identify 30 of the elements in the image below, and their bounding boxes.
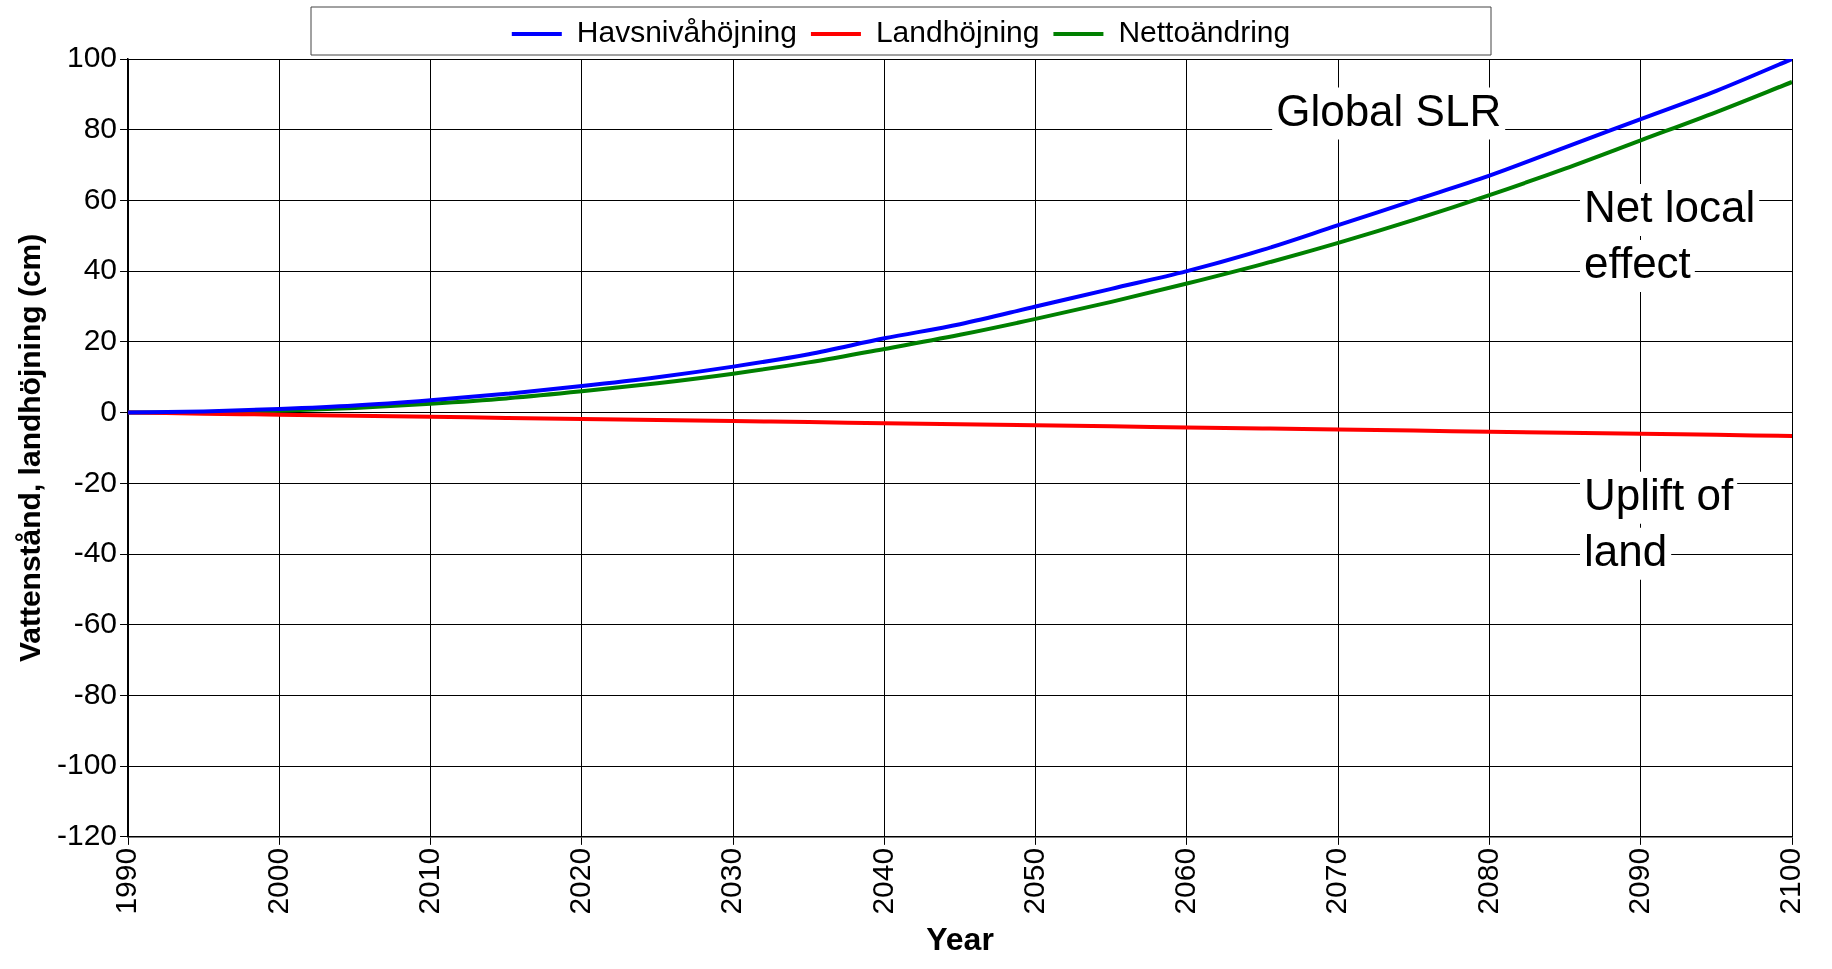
x-tick-label: 2000: [260, 847, 294, 915]
y-tick-label: -80: [73, 676, 118, 710]
legend-label: Nettoändring: [1118, 15, 1291, 49]
x-tick-label: 2020: [563, 847, 597, 915]
x-axis-title: Year: [926, 920, 994, 957]
y-tick-label: -100: [57, 747, 118, 781]
y-axis-title: Vattenstånd, landhöjning (cm): [13, 233, 47, 663]
y-tick-label: -20: [73, 464, 118, 498]
x-tick-label: 2070: [1319, 847, 1353, 915]
y-tick-label: 40: [83, 252, 118, 286]
y-tick-label: 80: [83, 110, 118, 144]
annotation: Global SLR: [1276, 85, 1502, 135]
x-tick-label: 2050: [1016, 847, 1050, 915]
annotation: Uplift of land: [1584, 469, 1734, 575]
y-tick-label: -60: [73, 605, 118, 639]
annotation: Net local effect: [1584, 182, 1756, 288]
y-tick-label: 0: [100, 393, 118, 427]
y-tick-label: 20: [83, 323, 118, 357]
x-tick-label: 2060: [1168, 847, 1202, 915]
y-tick-label: 100: [66, 40, 118, 74]
x-tick-label: 2090: [1622, 847, 1655, 915]
x-tick-label: 2100: [1773, 847, 1807, 915]
legend-label: Havsnivåhöjning: [576, 15, 797, 49]
x-tick-label: 2040: [865, 847, 899, 915]
y-tick-label: -40: [73, 535, 118, 569]
legend-label: Landhöjning: [875, 15, 1040, 49]
x-tick-label: 2030: [714, 847, 748, 915]
x-tick-label: 2080: [1470, 847, 1504, 915]
x-tick-label: 2010: [411, 847, 445, 915]
y-tick-label: 60: [83, 181, 118, 215]
